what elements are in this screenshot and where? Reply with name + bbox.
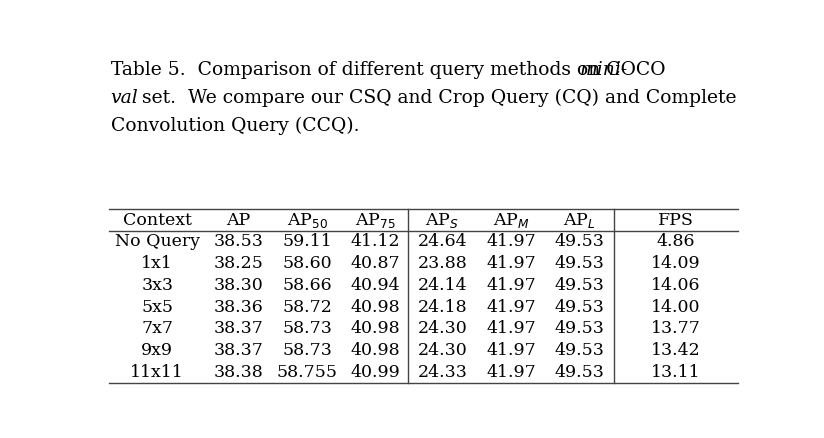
- Text: 3x3: 3x3: [141, 277, 173, 294]
- Text: 38.38: 38.38: [213, 364, 264, 381]
- Text: 41.97: 41.97: [486, 277, 536, 294]
- Text: No Query: No Query: [115, 233, 200, 251]
- Text: 40.98: 40.98: [350, 320, 400, 337]
- Text: 13.11: 13.11: [651, 364, 701, 381]
- Text: 24.64: 24.64: [418, 233, 467, 251]
- Text: 59.11: 59.11: [283, 233, 332, 251]
- Text: AP$_M$: AP$_M$: [493, 211, 529, 230]
- Text: 41.12: 41.12: [350, 233, 400, 251]
- Text: val: val: [110, 88, 138, 106]
- Text: 58.73: 58.73: [283, 320, 332, 337]
- Text: 38.30: 38.30: [213, 277, 264, 294]
- Text: 41.97: 41.97: [486, 233, 536, 251]
- Text: 13.77: 13.77: [651, 320, 701, 337]
- Text: 24.30: 24.30: [418, 320, 467, 337]
- Text: 24.18: 24.18: [418, 299, 467, 316]
- Text: 13.42: 13.42: [651, 342, 701, 359]
- Text: 24.33: 24.33: [418, 364, 467, 381]
- Text: mini-: mini-: [580, 61, 628, 79]
- Text: 40.94: 40.94: [350, 277, 400, 294]
- Text: AP$_{50}$: AP$_{50}$: [287, 211, 328, 230]
- Text: Convolution Query (CCQ).: Convolution Query (CCQ).: [110, 117, 359, 134]
- Text: 49.53: 49.53: [555, 299, 605, 316]
- Text: 58.72: 58.72: [283, 299, 332, 316]
- Text: 38.37: 38.37: [213, 320, 264, 337]
- Text: 40.99: 40.99: [350, 364, 400, 381]
- Text: 49.53: 49.53: [555, 255, 605, 272]
- Text: 49.53: 49.53: [555, 233, 605, 251]
- Text: 4.86: 4.86: [657, 233, 695, 251]
- Text: 38.37: 38.37: [213, 342, 264, 359]
- Text: AP$_S$: AP$_S$: [425, 211, 459, 230]
- Text: 58.60: 58.60: [283, 255, 332, 272]
- Text: 40.98: 40.98: [350, 299, 400, 316]
- Text: 49.53: 49.53: [555, 320, 605, 337]
- Text: 58.755: 58.755: [277, 364, 338, 381]
- Text: AP: AP: [227, 212, 250, 229]
- Text: 49.53: 49.53: [555, 342, 605, 359]
- Text: 40.87: 40.87: [350, 255, 400, 272]
- Text: 41.97: 41.97: [486, 299, 536, 316]
- Text: 41.97: 41.97: [486, 364, 536, 381]
- Text: 38.36: 38.36: [213, 299, 264, 316]
- Text: AP$_L$: AP$_L$: [564, 211, 596, 230]
- Text: set.  We compare our CSQ and Crop Query (CQ) and Complete: set. We compare our CSQ and Crop Query (…: [136, 88, 736, 107]
- Text: 40.98: 40.98: [350, 342, 400, 359]
- Text: 7x7: 7x7: [141, 320, 173, 337]
- Text: FPS: FPS: [658, 212, 694, 229]
- Text: 23.88: 23.88: [418, 255, 467, 272]
- Text: 58.73: 58.73: [283, 342, 332, 359]
- Text: Context: Context: [123, 212, 192, 229]
- Text: 11x11: 11x11: [130, 364, 184, 381]
- Text: 58.66: 58.66: [283, 277, 332, 294]
- Text: 14.00: 14.00: [652, 299, 701, 316]
- Text: AP$_{75}$: AP$_{75}$: [355, 211, 396, 230]
- Text: 49.53: 49.53: [555, 277, 605, 294]
- Text: 38.25: 38.25: [213, 255, 264, 272]
- Text: 14.09: 14.09: [651, 255, 701, 272]
- Text: 41.97: 41.97: [486, 342, 536, 359]
- Text: Table 5.  Comparison of different query methods on COCO: Table 5. Comparison of different query m…: [110, 61, 672, 79]
- Text: 41.97: 41.97: [486, 255, 536, 272]
- Text: 5x5: 5x5: [141, 299, 173, 316]
- Text: 49.53: 49.53: [555, 364, 605, 381]
- Text: 24.14: 24.14: [418, 277, 467, 294]
- Text: 41.97: 41.97: [486, 320, 536, 337]
- Text: 38.53: 38.53: [213, 233, 264, 251]
- Text: 9x9: 9x9: [141, 342, 173, 359]
- Text: 24.30: 24.30: [418, 342, 467, 359]
- Text: 14.06: 14.06: [652, 277, 701, 294]
- Text: 1x1: 1x1: [142, 255, 173, 272]
